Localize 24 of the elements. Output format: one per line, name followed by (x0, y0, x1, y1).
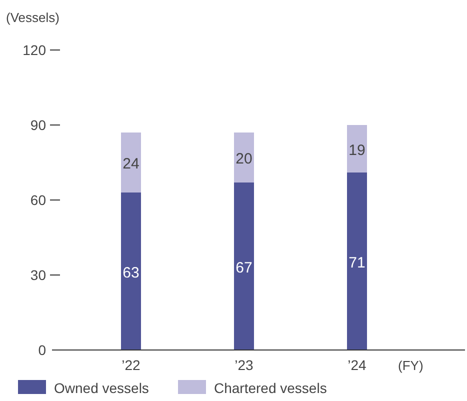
x-axis-title: (FY) (398, 358, 424, 373)
bar (347, 125, 367, 172)
y-tick-label: 60 (30, 192, 46, 208)
data-label: 67 (236, 259, 252, 276)
data-label: 24 (122, 156, 140, 172)
bar (347, 172, 367, 350)
y-tick-label: 120 (22, 42, 46, 58)
bar (121, 192, 141, 350)
legend-label: Chartered vessels (214, 380, 327, 396)
bar (234, 132, 254, 182)
data-label: 20 (236, 150, 252, 168)
data-label: 19 (348, 142, 366, 159)
bar (234, 182, 254, 350)
data-label: 71 (348, 254, 366, 272)
legend-label: Owned vessels (54, 380, 149, 396)
y-axis-title: (Vessels) (6, 10, 60, 25)
y-tick-label: 30 (30, 267, 46, 283)
x-tick-label: ’23 (234, 357, 254, 373)
bar (121, 132, 141, 192)
x-tick-label: ’22 (122, 357, 141, 373)
y-tick-label: 90 (30, 117, 46, 133)
y-tick-label: 0 (38, 342, 46, 358)
x-tick-label: ’24 (348, 357, 367, 373)
data-label: 63 (122, 264, 140, 282)
